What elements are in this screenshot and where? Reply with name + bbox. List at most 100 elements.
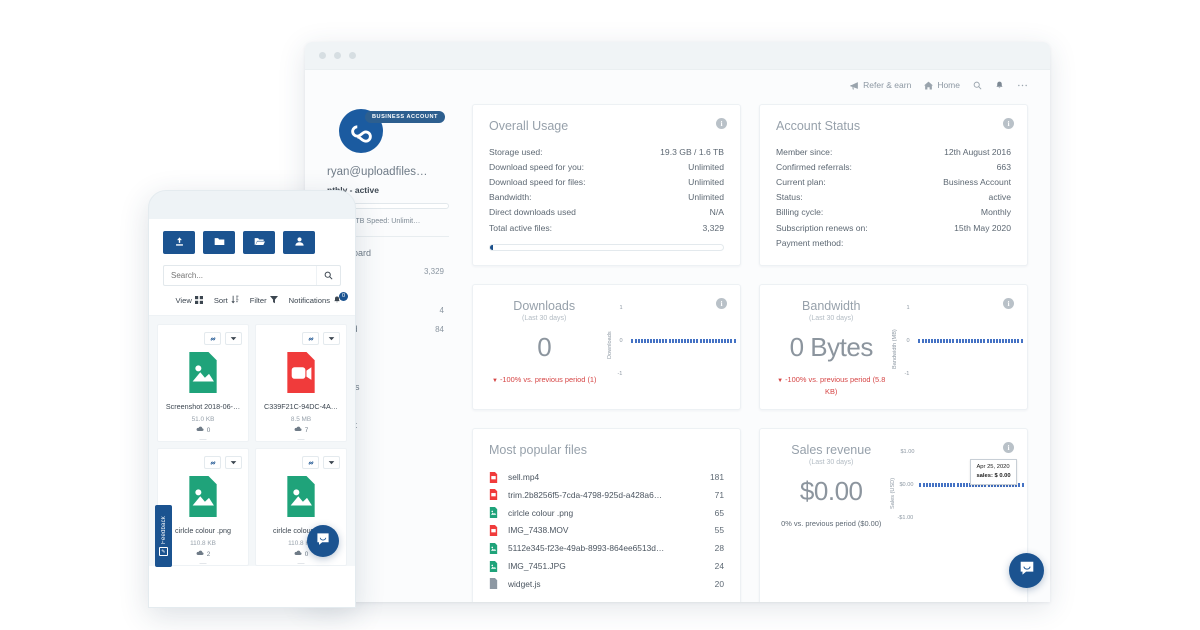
window-dot-minimize[interactable] — [334, 52, 341, 59]
search-icon[interactable] — [973, 81, 982, 90]
file-card-divider: — — [199, 436, 207, 443]
y-tick: -$1.00 — [897, 515, 914, 522]
view-button[interactable]: View — [175, 295, 203, 306]
link-icon[interactable] — [204, 456, 221, 469]
bandwidth-series — [918, 339, 1026, 344]
info-icon[interactable]: i — [1003, 442, 1014, 454]
file-name: cirlcle colour .png — [508, 507, 574, 518]
cloud-download-icon — [294, 550, 302, 558]
downloads-card: i Downloads (Last 30 days) 0 ▼ -100% vs.… — [472, 284, 741, 411]
bandwidth-summary: Bandwidth (Last 30 days) 0 Bytes ▼ -100%… — [776, 297, 886, 397]
chat-bubble-icon — [1018, 559, 1036, 582]
file-downloads: 0 — [262, 550, 340, 558]
chevron-down-icon[interactable] — [323, 332, 340, 345]
cloud-download-icon — [196, 550, 204, 558]
list-item[interactable]: IMG_7451.JPG 24 — [489, 557, 724, 575]
file-downloads: 2 — [164, 550, 242, 558]
file-name: C339F21C-94DC-4A… — [264, 402, 338, 411]
image-file-icon — [164, 349, 242, 395]
info-icon[interactable]: i — [716, 118, 727, 129]
open-folder-button[interactable] — [243, 231, 275, 254]
filter-button[interactable]: Filter — [250, 295, 278, 306]
home-link[interactable]: Home — [924, 80, 960, 90]
new-folder-button[interactable] — [203, 231, 235, 254]
list-item[interactable]: cirlcle colour .png 65 — [489, 504, 724, 522]
search-button[interactable] — [316, 266, 340, 285]
video-file-icon — [489, 489, 498, 501]
usage-key: Total active files: — [489, 222, 553, 233]
chevron-down-icon[interactable] — [225, 332, 242, 345]
file-card[interactable]: cirlcle colour .png 110.8 KB 2 — — [157, 448, 249, 567]
window-dot-close[interactable] — [319, 52, 326, 59]
sales-delta: 0% vs. previous period ($0.00) — [776, 518, 886, 529]
y-tick: 1 — [619, 305, 623, 312]
status-row: Subscription renews on: 15th May 2020 — [776, 220, 1011, 235]
chart-area: Downloads 1 0 -1 — [599, 297, 736, 383]
feedback-tab[interactable]: Feedback ✎ — [155, 505, 172, 567]
card-title: Account Status — [776, 119, 861, 133]
file-download-count: 28 — [714, 543, 724, 554]
sidebar-item-count: 4 — [439, 305, 444, 315]
list-item[interactable]: sell.mp4 181 — [489, 468, 724, 486]
sort-icon — [231, 295, 239, 306]
sales-value: $0.00 — [799, 476, 863, 507]
feedback-icon: ✎ — [159, 547, 168, 557]
sales-revenue-card: i Sales revenue (Last 30 days) $0.00 0% … — [759, 428, 1028, 602]
image-file-icon — [164, 473, 242, 519]
popular-files-card: Most popular files sell.mp4 181 — [472, 428, 741, 602]
list-item[interactable]: 5112e345-f23e-49ab-8993-864ee6513d… 28 — [489, 539, 724, 557]
list-item[interactable]: trim.2b8256f5-7cda-4798-925d-a428a6… 71 — [489, 486, 724, 504]
file-name: Screenshot 2018-06-… — [165, 402, 241, 411]
usage-key: Direct downloads used — [489, 207, 576, 218]
y-axis-label: Sales (USD) — [890, 478, 897, 510]
list-item[interactable]: widget.js 20 — [489, 575, 724, 593]
sort-button[interactable]: Sort — [214, 295, 239, 306]
bell-icon[interactable] — [995, 81, 1004, 90]
window-dot-maximize[interactable] — [349, 52, 356, 59]
search-input[interactable] — [164, 271, 316, 280]
chat-bubble-desktop[interactable] — [1009, 553, 1044, 588]
overall-usage-card: i Overall Usage Storage used: 19.3 GB / … — [472, 104, 741, 267]
ellipsis-icon[interactable] — [1017, 81, 1028, 90]
triangle-down-icon: ▼ — [777, 378, 784, 385]
link-icon[interactable] — [302, 332, 319, 345]
bandwidth-card: i Bandwidth (Last 30 days) 0 Bytes ▼ -10… — [759, 284, 1028, 411]
chevron-down-icon[interactable] — [323, 456, 340, 469]
account-button[interactable] — [283, 231, 315, 254]
cards-grid: i Overall Usage Storage used: 19.3 GB / … — [460, 100, 1036, 602]
file-name: sell.mp4 — [508, 472, 540, 483]
info-icon[interactable]: i — [1003, 298, 1014, 310]
list-item[interactable]: IMG_7438.MOV 55 — [489, 522, 724, 540]
info-icon[interactable]: i — [1003, 118, 1014, 129]
video-file-icon — [489, 471, 498, 483]
refer-and-earn-link[interactable]: Refer & earn — [850, 80, 911, 90]
file-size: 110.8 KB — [190, 540, 216, 547]
link-icon[interactable] — [204, 332, 221, 345]
file-downloads: 0 — [164, 426, 242, 434]
notifications-button[interactable]: Notifications 0 — [288, 291, 348, 306]
file-card[interactable]: C339F21C-94DC-4A… 8.5 MB 7 — — [255, 324, 347, 443]
file-card[interactable]: Screenshot 2018-06-… 51.0 KB 0 — — [157, 324, 249, 443]
notifications-label: Notifications — [288, 296, 330, 305]
y-tick: 0 — [906, 338, 910, 345]
phone-toolbar: View Sort — [149, 286, 355, 316]
file-card-divider: — — [297, 560, 305, 567]
phone-search-box[interactable] — [163, 265, 341, 286]
bandwidth-chart: Bandwidth (MB) 1 0 -1 — [886, 297, 1023, 397]
download-count: 2 — [206, 550, 211, 558]
info-icon[interactable]: i — [716, 298, 727, 310]
triangle-down-icon: ▼ — [491, 378, 498, 385]
status-key: Billing cycle: — [776, 207, 824, 218]
chat-bubble-phone[interactable] — [307, 525, 339, 557]
storage-progress-bar — [489, 244, 724, 252]
upload-button[interactable] — [163, 231, 195, 254]
chevron-down-icon[interactable] — [225, 456, 242, 469]
usage-value: 19.3 GB / 1.6 TB — [660, 146, 724, 157]
status-row: Member since: 12th August 2016 — [776, 144, 1011, 159]
file-card-actions — [262, 456, 340, 469]
downloads-summary: Downloads (Last 30 days) 0 ▼ -100% vs. p… — [489, 297, 599, 397]
app-body: Refer & earn Home — [305, 70, 1050, 602]
link-icon[interactable] — [302, 456, 319, 469]
chart-area: Bandwidth (MB) 1 0 -1 — [886, 297, 1023, 383]
